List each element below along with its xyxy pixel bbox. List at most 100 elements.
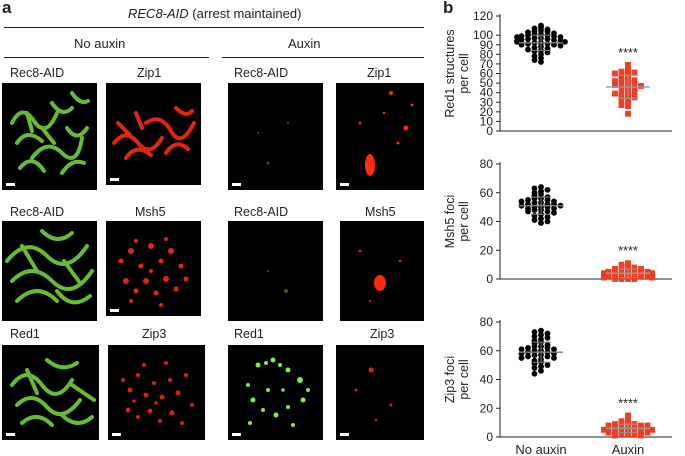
data-point (631, 94, 638, 101)
data-point (544, 362, 551, 369)
data-point (631, 89, 638, 96)
micrograph-red1-no-auxin (2, 345, 99, 440)
y-tick-label: 30 (480, 95, 494, 109)
data-point (544, 197, 551, 203)
data-point (551, 209, 557, 216)
data-point (518, 37, 525, 43)
y-tick-label: 20 (480, 401, 494, 415)
y-tick-label: 20 (480, 105, 494, 119)
data-point (551, 355, 557, 361)
data-point (544, 344, 551, 351)
data-point (618, 88, 625, 95)
data-point (631, 267, 638, 274)
data-point (538, 191, 544, 198)
micrograph-zip3-no-auxin (108, 345, 205, 440)
data-point (649, 426, 655, 433)
row1-col4-label: Zip1 (367, 66, 392, 80)
row2-col4-label: Msh5 (365, 205, 396, 219)
data-point (618, 93, 625, 100)
auxin-rule (222, 57, 424, 58)
data-point (638, 268, 644, 275)
data-point (538, 215, 544, 222)
data-point (612, 276, 618, 282)
scale-bar (340, 433, 349, 436)
data-point (525, 197, 531, 203)
y-tick-label: 40 (480, 215, 494, 229)
row3-col2-label: Zip3 (142, 327, 167, 341)
data-point (612, 82, 618, 88)
row3-col4-label: Zip3 (370, 327, 395, 341)
data-point (631, 69, 638, 76)
data-point (618, 271, 625, 278)
data-point (612, 78, 618, 85)
data-point (644, 268, 651, 275)
y-tick-label: 70 (480, 57, 494, 71)
data-point (531, 333, 538, 340)
row2-col3-label: Rec8-AID (234, 205, 289, 219)
data-point (557, 42, 564, 49)
significance-label: **** (618, 244, 638, 258)
data-point (544, 214, 551, 221)
scale-bar (6, 183, 15, 186)
y-axis-label: Msh5 foci (443, 195, 457, 249)
data-point (625, 276, 631, 282)
data-point (531, 57, 538, 63)
x-tick-label: Auxin (612, 442, 645, 456)
data-point (625, 419, 631, 426)
data-point (625, 67, 631, 74)
data-point (631, 431, 638, 438)
data-point (625, 103, 631, 109)
scale-bar (340, 183, 349, 186)
data-point (631, 85, 638, 92)
data-point (612, 90, 618, 97)
significance-label: **** (618, 396, 638, 410)
data-point (531, 199, 538, 206)
figure-title: REC8-AID (arrest maintained) (128, 6, 301, 21)
data-point (538, 363, 544, 370)
panel-a-letter: a (2, 0, 12, 17)
data-point (601, 274, 607, 281)
scale-bar (112, 433, 121, 436)
data-point (644, 429, 651, 436)
data-point (618, 68, 625, 75)
micrograph-zip1-auxin (336, 83, 424, 190)
y-tick-label: 80 (480, 47, 494, 61)
y-tick-label: 20 (480, 243, 494, 257)
data-point (531, 35, 538, 41)
data-point (644, 273, 651, 280)
data-point (531, 217, 538, 223)
data-point (531, 343, 538, 350)
y-tick-label: 60 (480, 344, 494, 358)
data-point (612, 428, 618, 435)
data-point (631, 276, 638, 282)
data-point (538, 367, 544, 374)
data-point (525, 36, 531, 42)
scale-bar (110, 309, 119, 312)
data-point (612, 432, 618, 439)
row3-col1-label: Red1 (10, 327, 40, 341)
data-point (531, 370, 538, 377)
data-point (531, 365, 538, 371)
data-point (538, 184, 544, 190)
data-point (525, 40, 531, 47)
y-tick-label: 120 (473, 9, 493, 23)
data-point (518, 198, 525, 205)
y-tick-label: 10 (480, 114, 494, 128)
data-point (625, 263, 631, 269)
condition-auxin: Auxin (288, 36, 321, 51)
data-point (544, 36, 551, 42)
x-tick-label: No auxin (515, 442, 566, 456)
y-tick-label: 50 (480, 76, 494, 90)
data-point (518, 346, 525, 353)
data-point (618, 76, 625, 83)
data-point (525, 353, 531, 360)
data-point (544, 330, 551, 337)
data-point (612, 421, 618, 427)
data-point (544, 186, 551, 193)
y-axis-label: per cell (457, 201, 471, 241)
data-point (605, 268, 612, 275)
data-point (625, 431, 631, 438)
data-point (631, 424, 638, 430)
no-auxin-rule (4, 57, 209, 58)
y-tick-label: 0 (486, 430, 493, 444)
